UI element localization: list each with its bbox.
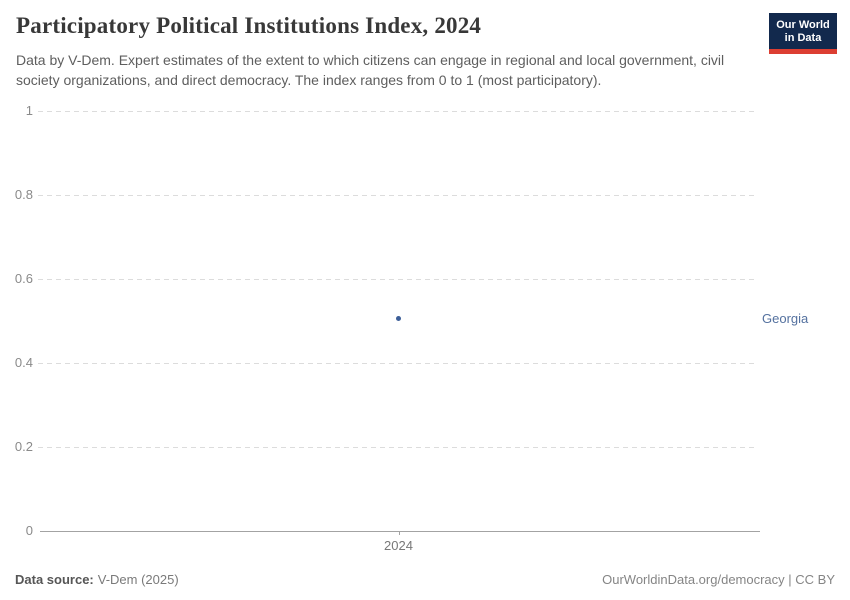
y-axis-tick-label: 0.8 xyxy=(14,186,33,202)
owid-logo-line2: in Data xyxy=(784,32,822,44)
x-axis-tick xyxy=(398,531,400,535)
y-axis-tick-label: 0.2 xyxy=(14,438,33,454)
x-axis-tick-label: 2024 xyxy=(384,538,413,553)
y-axis-tick-label: 0.6 xyxy=(14,270,33,286)
chart-title: Participatory Political Institutions Ind… xyxy=(16,13,482,38)
data-source-value: V-Dem (2025) xyxy=(97,572,179,587)
data-point-georgia[interactable] xyxy=(396,316,401,322)
data-source: Data source: V-Dem (2025) xyxy=(15,572,179,587)
y-gridline xyxy=(38,446,755,448)
y-gridline xyxy=(38,194,755,196)
footer-link[interactable]: OurWorldinData.org/democracy | CC BY xyxy=(602,572,835,587)
entity-label-georgia[interactable]: Georgia xyxy=(762,310,809,326)
y-gridline xyxy=(38,110,755,112)
owid-logo[interactable]: Our World in Data xyxy=(769,13,837,54)
x-axis-line xyxy=(40,531,760,532)
y-axis-tick-label: 0.4 xyxy=(14,354,33,370)
y-gridline xyxy=(38,362,755,364)
y-gridline xyxy=(38,278,755,280)
y-axis-tick-label: 0 xyxy=(25,523,33,538)
owid-logo-line1: Our World xyxy=(776,19,830,31)
data-source-label: Data source: xyxy=(15,572,94,587)
chart-subtitle: Data by V-Dem. Expert estimates of the e… xyxy=(16,52,725,88)
y-axis-tick-label: 1 xyxy=(25,102,33,118)
